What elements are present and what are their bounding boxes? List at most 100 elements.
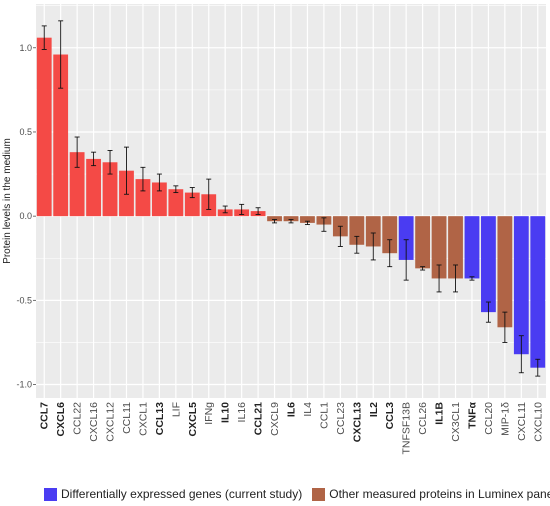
x-tick-label-TNFSF13B: TNFSF13B <box>401 402 413 455</box>
x-tick-label-CXCL1: CXCL1 <box>137 402 149 436</box>
legend-swatch-differential <box>44 487 57 501</box>
x-axis-labels: CCL7 CXCL6 CCL22 CXCL16 CXCL12 CCL11 CXCL1 CCL1… <box>39 401 545 454</box>
bar-CXCL10 <box>530 216 546 368</box>
legend-swatch-other <box>312 487 326 501</box>
bar-TNFSF13B <box>398 216 414 260</box>
error-bar-CXCL1 <box>140 166 146 192</box>
x-tick-label-CXCL16: CXCL16 <box>88 402 100 442</box>
bars-group <box>36 37 546 368</box>
x-tick-label-MIP-1δ: MIP-1δ <box>499 402 511 436</box>
bar-CXCL9 <box>267 216 282 222</box>
x-tick-label-IFNg: IFNg <box>203 402 215 425</box>
error-bars-group <box>41 20 541 377</box>
bar-CCL26 <box>415 216 431 269</box>
x-tick-label-CXCL12: CXCL12 <box>105 402 117 442</box>
legend-label-differential: Differentially expressed genes (current … <box>61 487 303 501</box>
bar-CX3CL1 <box>448 216 463 279</box>
x-tick-label-CCL26: CCL26 <box>417 402 429 435</box>
bar-IL2 <box>365 216 381 247</box>
bar-CXCL6 <box>53 54 69 217</box>
x-tick-label-CCL20: CCL20 <box>483 402 495 435</box>
error-bar-CCL13 <box>156 173 162 192</box>
x-tick-label-LIF: LIF <box>170 402 182 417</box>
error-bar-IFNg <box>206 178 212 210</box>
bar-CCL13 <box>151 182 167 217</box>
error-bar-CXCL10 <box>535 358 541 377</box>
error-bar-CCL21 <box>255 207 261 215</box>
error-bar-CCL3 <box>387 239 393 268</box>
x-tick-label-IL6: IL6 <box>286 402 298 417</box>
error-bar-CCL7 <box>41 25 47 50</box>
legend-item-other: Other measured proteins in Luminex panel <box>312 487 550 501</box>
y-tick-label: 1.0 <box>19 43 32 53</box>
error-bar-CXCL9 <box>272 219 278 224</box>
x-tick-label-CXCL13: CXCL13 <box>351 402 363 442</box>
y-tick-label: 0.0 <box>19 211 32 221</box>
x-tick-label-IL4: IL4 <box>302 402 314 417</box>
x-tick-label-CCL23: CCL23 <box>335 402 347 435</box>
error-bar-CXCL16 <box>91 151 97 167</box>
x-tick-label-IL1B: IL1B <box>434 402 446 425</box>
bar-MIP-1δ <box>497 216 513 328</box>
error-bar-CCL1 <box>321 217 327 232</box>
error-bar-MIP-1δ <box>502 311 508 343</box>
error-bar-CCL26 <box>420 266 426 271</box>
error-bar-LIF <box>173 185 179 194</box>
bar-LIF <box>168 189 184 217</box>
bar-IL4 <box>300 216 315 223</box>
x-tick-label-CCL3: CCL3 <box>384 402 396 430</box>
error-bar-IL4 <box>304 220 310 226</box>
error-bar-CXCL6 <box>58 20 64 89</box>
error-bar-CCL22 <box>74 136 80 168</box>
error-bar-CCL11 <box>123 146 129 195</box>
legend-item-differential: Differentially expressed genes (current … <box>44 487 302 501</box>
y-tick-label: 0.5 <box>19 127 32 137</box>
error-bar-IL1B <box>436 264 442 293</box>
x-tick-label-CCL7: CCL7 <box>39 402 51 430</box>
x-tick-label-CXCL5: CXCL5 <box>187 402 199 437</box>
x-tick-label-CCL13: CCL13 <box>154 402 166 435</box>
bar-TNFα <box>464 216 480 279</box>
bar-CXCL11 <box>513 216 529 355</box>
error-bar-CXCL5 <box>189 187 195 199</box>
bar-CXCL13 <box>349 216 365 245</box>
legend: Differentially expressed genes (current … <box>44 484 550 504</box>
x-tick-label-CCL22: CCL22 <box>72 402 84 435</box>
y-tick-label: -1.0 <box>16 380 32 390</box>
x-tick-label-TNFα: TNFα <box>466 401 478 428</box>
y-tick-label: -0.5 <box>16 295 32 305</box>
error-bar-CXCL11 <box>518 335 524 374</box>
error-bar-IL6 <box>288 219 294 224</box>
error-bar-TNFα <box>469 276 475 281</box>
x-tick-label-CX3CL1: CX3CL1 <box>450 402 462 442</box>
bar-CXCL12 <box>102 162 118 217</box>
error-bar-IL2 <box>370 232 376 261</box>
x-tick-label-IL16: IL16 <box>236 402 248 423</box>
x-tick-label-CXCL10: CXCL10 <box>532 402 544 442</box>
x-tick-label-CXCL6: CXCL6 <box>55 402 67 437</box>
bar-CCL7 <box>36 37 52 217</box>
x-tick-label-CXCL11: CXCL11 <box>516 402 528 441</box>
bar-CCL3 <box>382 216 398 254</box>
bar-CXCL16 <box>86 158 101 217</box>
bar-CCL22 <box>69 152 85 217</box>
bar-CXCL1 <box>135 179 151 217</box>
x-tick-label-CXCL9: CXCL9 <box>269 402 281 436</box>
error-bar-CXCL13 <box>354 235 360 254</box>
error-bar-IL10 <box>222 205 228 214</box>
y-axis-label: Protein levels in the medium <box>2 138 13 264</box>
error-bar-IL16 <box>239 203 245 215</box>
error-bar-CXCL12 <box>107 150 113 175</box>
x-tick-label-IL2: IL2 <box>368 402 380 417</box>
legend-label-other: Other measured proteins in Luminex panel <box>329 487 550 501</box>
x-tick-label-IL10: IL10 <box>220 402 232 423</box>
x-tick-label-CCL11: CCL11 <box>121 402 133 434</box>
x-tick-label-CCL21: CCL21 <box>253 402 265 435</box>
bar-CCL20 <box>481 216 496 313</box>
bar-IL6 <box>283 216 299 222</box>
bar-CXCL5 <box>184 192 200 217</box>
bar-IL1B <box>431 216 447 279</box>
x-tick-label-CCL1: CCL1 <box>318 402 330 429</box>
error-bar-CX3CL1 <box>453 264 459 293</box>
